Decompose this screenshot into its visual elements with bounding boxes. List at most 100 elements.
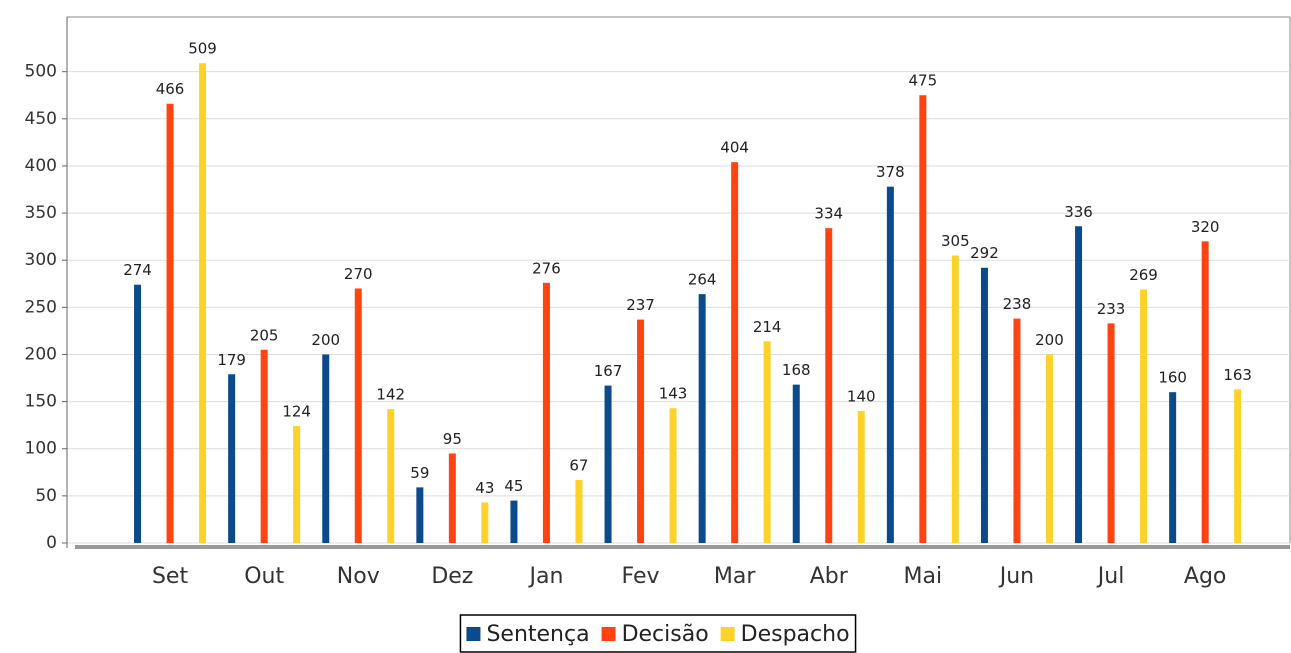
- bar: [1075, 226, 1083, 544]
- x-tick-label: Ago: [1184, 564, 1226, 589]
- data-label: 43: [475, 479, 494, 497]
- bar: [575, 479, 583, 543]
- y-tick-label: 150: [25, 392, 57, 412]
- x-tick-label: Mar: [714, 564, 756, 589]
- data-label: 143: [659, 385, 688, 403]
- y-tick-label: 500: [25, 62, 57, 82]
- data-label: 320: [1191, 218, 1220, 236]
- bar: [1140, 289, 1148, 543]
- data-label: 140: [847, 388, 876, 406]
- plot-area: [66, 16, 1291, 544]
- x-tick-label: Out: [244, 564, 284, 589]
- x-tick-label: Nov: [337, 564, 380, 589]
- bar: [951, 255, 959, 544]
- x-tick-label: Dez: [431, 564, 473, 589]
- data-label: 336: [1064, 203, 1093, 221]
- legend-label: Decisão: [622, 622, 709, 647]
- data-label: 276: [532, 259, 561, 277]
- y-tick-label: 350: [25, 203, 57, 223]
- bar: [857, 411, 865, 543]
- data-label: 163: [1223, 366, 1252, 384]
- y-tick-label: 450: [25, 109, 57, 129]
- x-tick-label: Jul: [1096, 564, 1125, 589]
- bar: [416, 487, 424, 543]
- data-label: 334: [814, 205, 843, 223]
- y-tick-label: 400: [25, 156, 57, 176]
- y-tick-label: 50: [35, 486, 57, 506]
- bar: [387, 409, 395, 543]
- bar: [354, 288, 362, 543]
- bar: [1234, 389, 1242, 543]
- y-tick-label: 0: [46, 533, 57, 553]
- legend-label: Despacho: [741, 622, 850, 647]
- bar: [637, 319, 645, 543]
- legend-box: [459, 614, 857, 653]
- data-label: 475: [909, 72, 938, 90]
- bar: [886, 186, 894, 543]
- x-tick-label: Jan: [527, 564, 563, 589]
- data-label: 179: [217, 351, 246, 369]
- data-label: 95: [443, 430, 462, 448]
- data-label: 237: [626, 296, 655, 314]
- bar: [1107, 323, 1115, 543]
- bar: [134, 284, 142, 543]
- data-label: 378: [876, 163, 905, 181]
- data-label: 67: [569, 456, 588, 474]
- data-label: 167: [594, 362, 623, 380]
- bar: [260, 349, 268, 543]
- bar: [825, 228, 833, 544]
- legend: Sentença Decisão Despacho: [459, 614, 857, 653]
- data-label: 205: [250, 326, 279, 344]
- bar: [293, 426, 301, 543]
- legend-label: Sentença: [486, 622, 589, 647]
- bar: [481, 502, 489, 543]
- bar: [448, 453, 456, 543]
- bar: [604, 385, 612, 543]
- bar: [698, 294, 706, 543]
- bar: [669, 408, 677, 543]
- bar: [763, 341, 771, 543]
- x-tick-label: Mai: [904, 564, 943, 589]
- bar: [1013, 318, 1021, 543]
- data-label: 269: [1129, 266, 1158, 284]
- data-label: 124: [282, 403, 311, 421]
- x-tick-label: Fev: [622, 564, 660, 589]
- data-label: 292: [970, 244, 999, 262]
- data-label: 404: [720, 139, 749, 157]
- data-label: 274: [123, 261, 152, 279]
- bar: [731, 162, 739, 543]
- x-axis: [75, 545, 1290, 549]
- bar: [199, 63, 207, 543]
- legend-swatch: [601, 627, 616, 641]
- bar: [1169, 392, 1177, 543]
- bar: [792, 384, 800, 543]
- x-tick-label: Set: [152, 564, 189, 589]
- bar: [1045, 354, 1053, 543]
- data-label: 264: [688, 271, 717, 289]
- bar: [542, 282, 550, 543]
- data-label: 233: [1097, 300, 1126, 318]
- data-label: 270: [344, 265, 373, 283]
- data-label: 168: [782, 361, 811, 379]
- data-label: 200: [311, 331, 340, 349]
- bar: [1201, 241, 1209, 543]
- y-tick-label: 300: [25, 250, 57, 270]
- data-label: 305: [941, 232, 970, 250]
- data-label: 160: [1158, 369, 1187, 387]
- bar: [322, 354, 330, 543]
- bar: [919, 95, 927, 543]
- data-label: 238: [1003, 295, 1032, 313]
- data-label: 466: [156, 80, 185, 98]
- data-label: 142: [376, 386, 405, 404]
- y-tick-label: 250: [25, 297, 57, 317]
- data-label: 509: [188, 40, 217, 58]
- data-label: 45: [504, 477, 523, 495]
- bar: [510, 500, 518, 543]
- bar: [980, 267, 988, 543]
- bar: [166, 103, 174, 544]
- legend-swatch: [466, 627, 481, 641]
- data-label: 200: [1035, 331, 1064, 349]
- bar: [228, 374, 236, 543]
- x-tick-label: Jun: [998, 564, 1034, 589]
